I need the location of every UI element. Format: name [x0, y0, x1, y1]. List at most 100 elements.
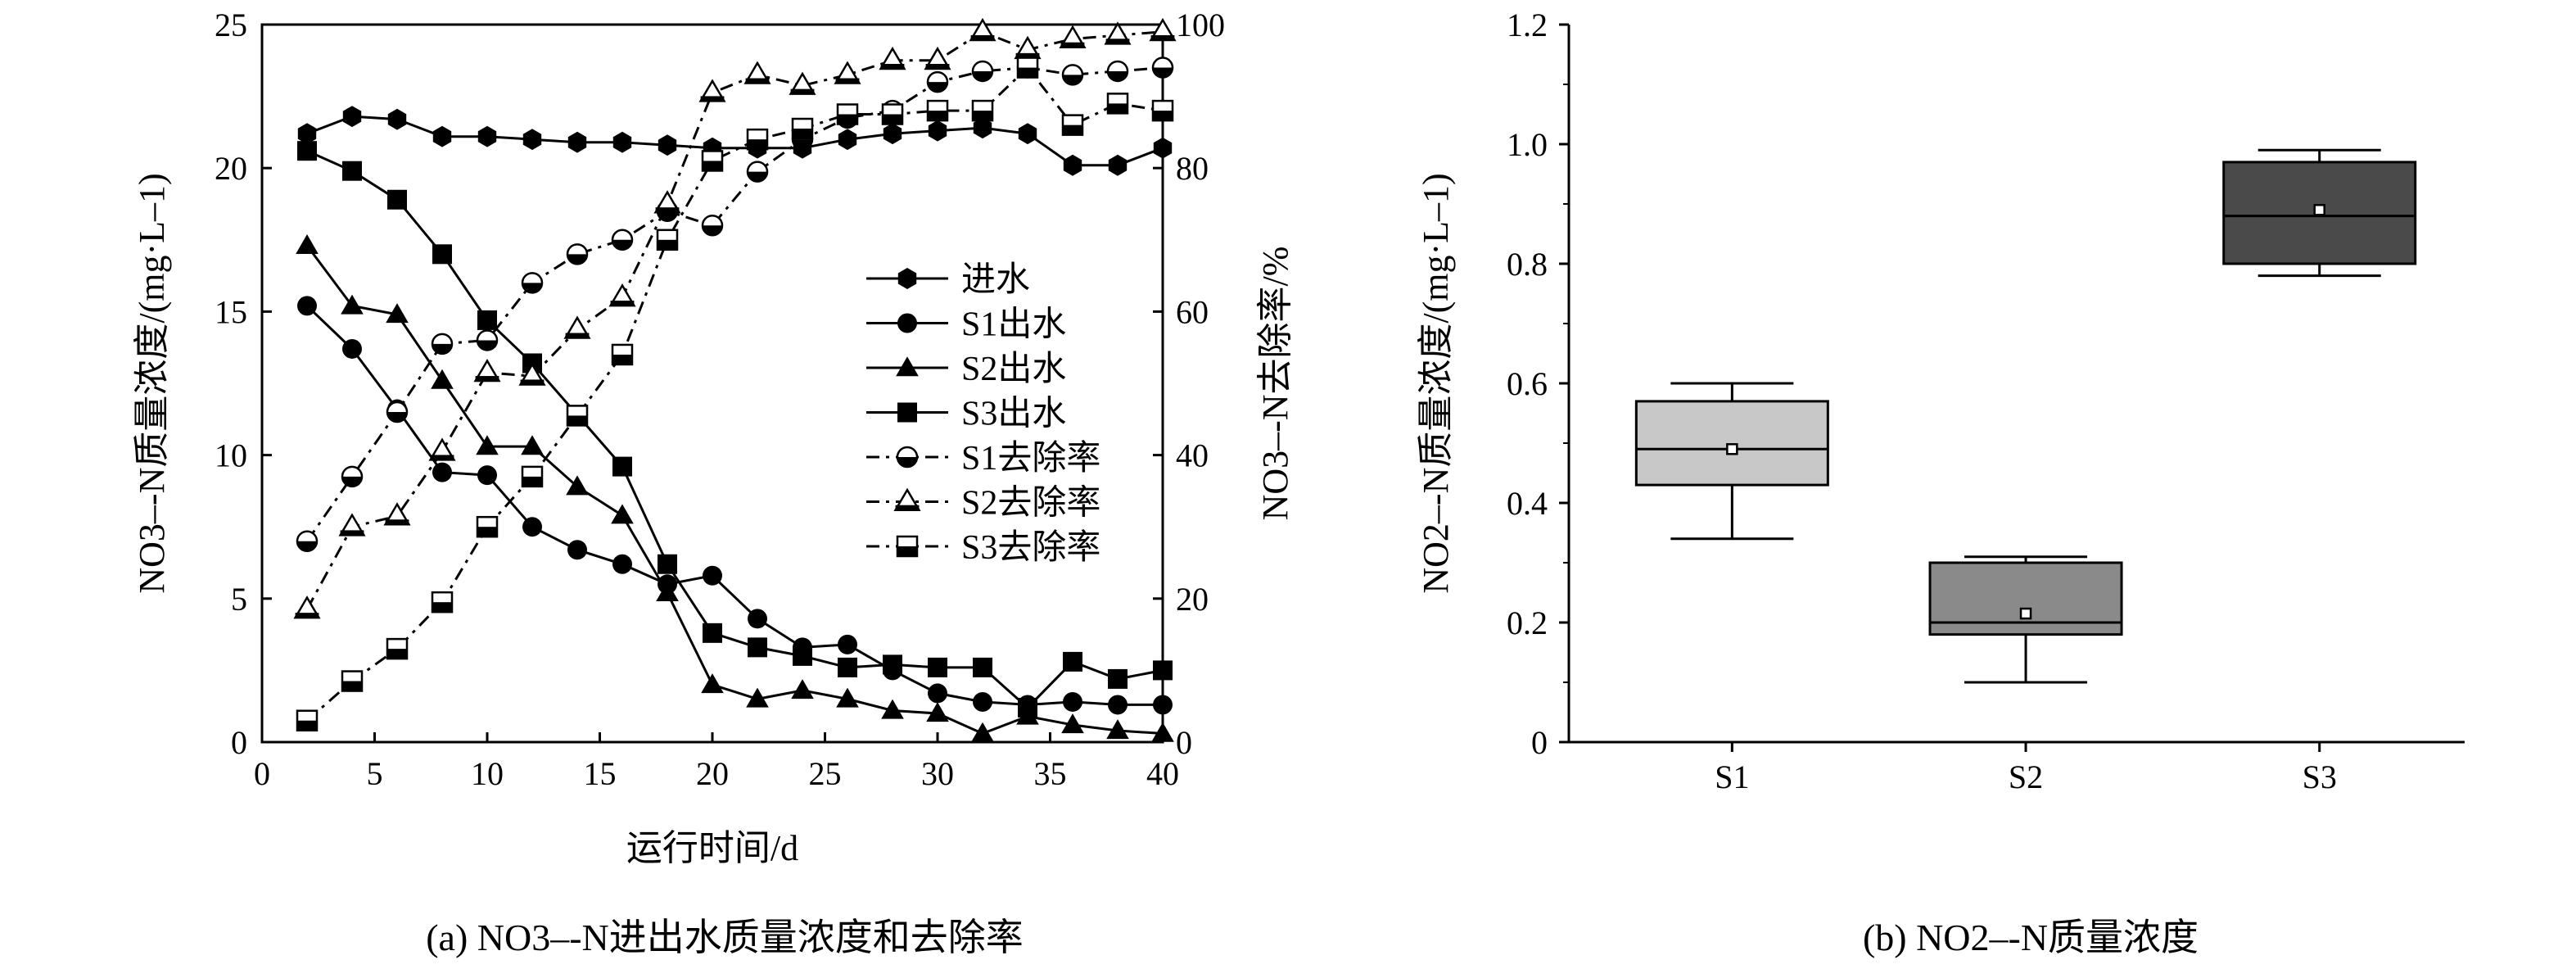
y-right-tick-label: 60 — [1176, 293, 1209, 330]
half-circle-marker — [521, 272, 544, 294]
circle-half — [612, 239, 632, 250]
circle-marker — [297, 296, 317, 316]
square-shape — [612, 456, 632, 477]
y-left-tick-label: 20 — [215, 150, 247, 187]
triangle-marker — [896, 356, 919, 377]
legend-label: S1出水 — [961, 306, 1066, 344]
y-tick-label: 0.2 — [1507, 604, 1548, 641]
chart-b-x-ticks: S1 S2 S3 — [1715, 742, 2337, 795]
triangle-shape — [836, 687, 859, 708]
circle-shape — [567, 540, 587, 560]
half-square-marker — [1151, 99, 1174, 122]
circle-half — [1063, 75, 1082, 85]
hexagon-shape — [883, 123, 902, 145]
x-tick-label: S1 — [1715, 758, 1749, 795]
chart-a-caption: (a) NO3–-N进出水质量浓度和去除率 — [426, 917, 1024, 958]
hexagon-marker — [567, 131, 587, 153]
circle-shape — [432, 462, 452, 482]
circle-marker — [1108, 695, 1128, 715]
hexagon-marker — [897, 268, 917, 289]
triangle-marker — [611, 504, 634, 524]
half-square-marker — [341, 670, 364, 692]
y-tick-label: 0 — [1531, 724, 1548, 761]
triangle-marker — [1061, 713, 1084, 734]
hexagon-marker — [477, 125, 497, 147]
half-circle-marker — [701, 215, 724, 237]
half-circle-marker — [971, 60, 994, 83]
square-half — [387, 649, 407, 659]
square-shape — [1108, 668, 1128, 689]
y-left-tick-label: 5 — [231, 581, 247, 618]
box-body — [1634, 400, 1829, 487]
circle-marker — [342, 338, 362, 359]
box-S2 — [1928, 555, 2123, 684]
circle-half — [748, 171, 767, 182]
chart-a-y-left-label: NO3–-N质量浓度/(mg·L–1) — [132, 173, 172, 593]
half-triangle-marker — [428, 437, 456, 461]
chart-a-x-label: 运行时间/d — [626, 828, 798, 868]
triangle-marker — [341, 294, 364, 315]
circle-half — [973, 70, 992, 81]
circle-shape — [1063, 691, 1082, 712]
triangle-shape — [881, 699, 904, 719]
half-square-marker — [296, 709, 319, 731]
triangle-shape — [791, 679, 814, 700]
square-half — [1018, 67, 1037, 78]
circle-half — [297, 541, 317, 551]
half-circle-marker — [1061, 64, 1084, 86]
triangle-half — [430, 455, 454, 460]
half-circle-marker — [386, 401, 409, 423]
circle-half — [477, 340, 497, 351]
square-shape — [477, 310, 497, 330]
circle-marker — [1153, 695, 1173, 715]
chart-b-boxes — [1634, 148, 2417, 684]
square-shape — [432, 244, 452, 265]
half-triangle-marker — [1059, 25, 1087, 48]
triangle-marker — [791, 679, 814, 700]
hexagon-marker — [1153, 137, 1173, 159]
legend-label: S2去除率 — [961, 484, 1100, 523]
series-S1去除率 — [296, 57, 1174, 552]
square-shape — [897, 402, 917, 423]
triangle-shape — [566, 475, 589, 496]
half-circle-marker — [746, 161, 769, 183]
triangle-half — [1105, 38, 1130, 44]
mean-marker — [2313, 204, 2325, 216]
y-left-tick-label: 15 — [215, 293, 247, 330]
hexagon-shape — [477, 125, 497, 147]
half-square-marker — [611, 343, 634, 366]
legend-label: S2出水 — [961, 351, 1066, 388]
half-circle-marker — [611, 229, 634, 251]
triangle-half — [475, 376, 499, 382]
square-shape — [297, 141, 317, 161]
chart-a-y-left-ticks: 0 5 10 15 20 25 — [215, 7, 272, 761]
series-S3出水 — [297, 141, 1173, 718]
hexagon-shape — [928, 120, 947, 142]
circle-half — [897, 457, 917, 467]
square-marker — [432, 244, 452, 265]
square-shape — [1018, 697, 1037, 718]
half-square-marker — [431, 591, 454, 614]
half-square-marker — [791, 117, 814, 140]
y-tick-label: 0.8 — [1507, 246, 1548, 283]
circle-marker — [522, 517, 542, 537]
circle-marker — [897, 313, 917, 333]
circle-marker — [703, 565, 722, 586]
x-tick-label: 15 — [584, 755, 617, 792]
half-square-marker — [1016, 57, 1039, 79]
circle-half — [522, 283, 542, 293]
square-shape — [973, 657, 992, 677]
square-half — [897, 546, 917, 556]
half-triangle-marker — [789, 71, 816, 95]
half-triangle-marker — [698, 79, 726, 102]
triangle-half — [1015, 52, 1040, 58]
hexagon-marker — [612, 131, 632, 153]
circle-half — [387, 412, 407, 423]
half-square-marker — [926, 99, 949, 122]
circle-half — [703, 225, 722, 236]
triangle-half — [655, 207, 680, 213]
triangle-shape — [296, 234, 319, 255]
legend-label: S3出水 — [961, 396, 1066, 433]
series-S3去除率 — [296, 57, 1174, 731]
circle-shape — [612, 554, 632, 574]
